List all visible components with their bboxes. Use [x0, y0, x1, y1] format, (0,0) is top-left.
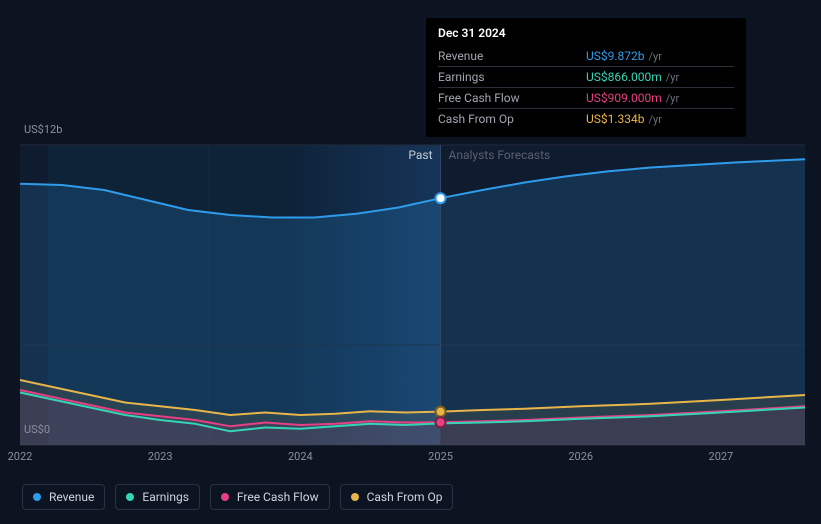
x-tick-label: 2025 [428, 450, 453, 463]
y-axis-label: US$0 [24, 423, 50, 436]
tooltip-row-unit: /yr [662, 92, 679, 105]
chart-legend: Revenue Earnings Free Cash Flow Cash From O… [22, 484, 453, 510]
x-tick-label: 2027 [709, 450, 734, 463]
legend-swatch [126, 493, 134, 501]
legend-item-earnings[interactable]: Earnings [115, 484, 200, 510]
legend-label: Earnings [142, 490, 189, 504]
tooltip-date: Dec 31 2024 [438, 26, 734, 46]
tooltip-row-label: Free Cash Flow [438, 88, 556, 109]
y-axis-label: US$12b [24, 123, 62, 136]
tooltip-row-label: Revenue [438, 46, 556, 67]
legend-item-cash_from_op[interactable]: Cash From Op [340, 484, 454, 510]
legend-item-revenue[interactable]: Revenue [22, 484, 105, 510]
x-tick-label: 2026 [568, 450, 593, 463]
marker-revenue [436, 193, 446, 203]
financial-chart: US$12b US$0 2022 2023 2024 2025 2026 2027 Past An… [0, 0, 821, 524]
legend-swatch [221, 493, 229, 501]
region-label-forecast: Analysts Forecasts [449, 148, 551, 162]
tooltip-row-label: Cash From Op [438, 109, 556, 130]
tooltip-row-unit: /yr [644, 50, 661, 63]
tooltip-row-value: US$9.872b [586, 49, 645, 63]
tooltip-row-unit: /yr [644, 113, 661, 126]
legend-label: Free Cash Flow [237, 490, 319, 504]
region-label-past: Past [408, 148, 432, 162]
x-tick-label: 2024 [288, 450, 313, 463]
tooltip-row-value: US$1.334b [586, 112, 645, 126]
marker-cash_from_op [436, 407, 446, 417]
legend-item-free_cash_flow[interactable]: Free Cash Flow [210, 484, 330, 510]
tooltip-row-value: US$909.000m [586, 91, 662, 105]
tooltip-row-value: US$866.000m [586, 70, 662, 84]
tooltip-row-label: Earnings [438, 67, 556, 88]
x-tick-label: 2023 [148, 450, 173, 463]
chart-tooltip: Dec 31 2024Revenue US$9.872b/yr Earnings US… [426, 18, 746, 137]
legend-label: Revenue [49, 490, 94, 504]
tooltip-row-unit: /yr [662, 71, 679, 84]
legend-swatch [33, 493, 41, 501]
legend-swatch [351, 493, 359, 501]
x-tick-label: 2022 [8, 450, 33, 463]
legend-label: Cash From Op [367, 490, 443, 504]
marker-free_cash_flow [436, 417, 446, 427]
